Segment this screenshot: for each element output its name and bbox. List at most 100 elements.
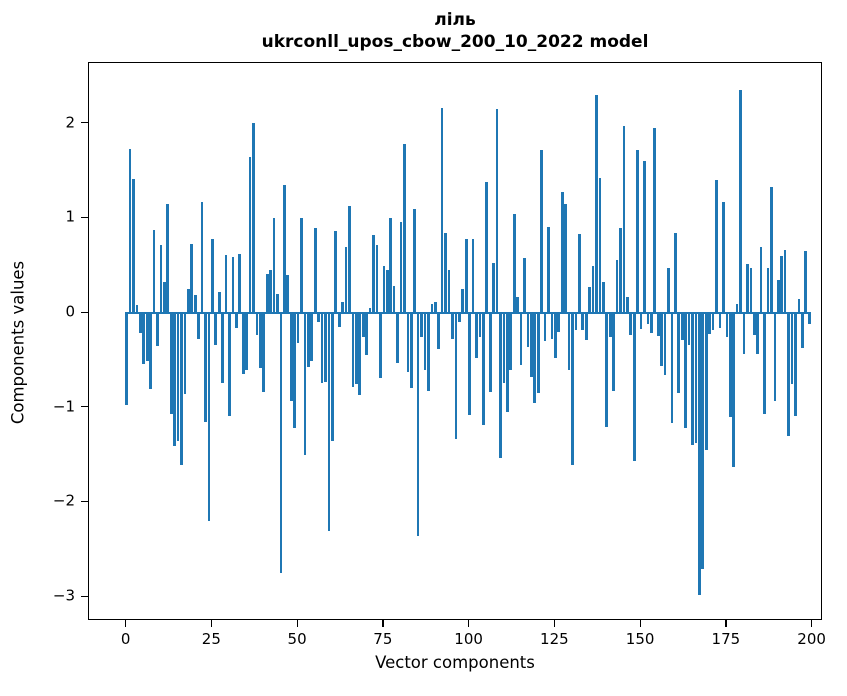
bar [663,313,667,375]
bar [468,313,471,416]
bar [279,313,283,574]
bar [265,274,269,313]
plot-area [88,62,822,620]
bar [543,313,547,342]
bar [722,202,725,313]
bar [180,313,183,465]
bar [492,262,495,313]
x-tick-mark [210,620,213,627]
bar [341,301,345,313]
x-tick-mark [382,620,384,627]
bar [361,313,365,337]
bar [159,244,163,313]
bar [169,313,173,415]
bar [749,268,753,313]
y-axis-label: Components values [8,260,28,425]
bar [344,246,348,313]
bar [478,313,482,337]
bar [406,313,410,372]
bar [698,313,701,596]
bar [245,313,248,370]
bar [337,313,341,328]
bar [499,313,502,458]
bar [307,313,310,367]
bar [639,313,643,330]
bar [138,313,142,333]
bar [756,313,760,354]
bar [670,313,674,423]
bar [389,218,393,313]
bar [794,313,797,417]
bar [190,243,194,313]
bar [451,313,454,339]
bar [650,313,653,333]
y-tick-mark [81,595,88,597]
bar [252,122,255,313]
bar [759,246,763,313]
bar [420,313,423,337]
x-tick-label: 50 [287,630,307,648]
x-tick-label: 175 [711,630,741,648]
bar [231,257,235,313]
y-tick-label: −2 [52,492,75,511]
bar [564,204,567,313]
bar [200,202,204,313]
bar [557,313,561,332]
bar [317,313,321,323]
bar [310,313,314,362]
bar [217,292,221,313]
bar [355,313,358,385]
y-tick-mark [81,406,88,408]
bar [427,313,430,391]
bar [320,313,324,384]
bar [235,313,238,329]
bar [142,313,146,365]
bar [125,313,128,405]
bar [704,313,708,451]
bar [711,313,715,331]
x-tick-mark [639,620,641,627]
bar [221,313,224,384]
bar [313,227,317,313]
x-tick-label: 125 [540,630,569,648]
x-tick-mark [811,620,813,627]
bar [193,295,197,313]
bar [776,279,780,313]
bar [790,313,794,385]
bar [186,289,190,313]
bar [687,313,691,346]
bar [238,254,242,313]
bar [396,313,399,364]
bar [581,313,585,331]
bar [457,313,461,323]
bar [694,313,698,443]
bar [437,313,441,349]
bar [578,234,581,313]
bar [255,313,259,335]
bar [276,294,279,313]
bar [128,149,132,313]
bar [763,313,766,415]
x-tick-mark [296,620,298,627]
x-tick-label: 100 [454,630,483,648]
x-tick-mark [468,620,470,627]
bar [742,313,746,354]
bar [519,313,523,366]
bar [509,313,513,370]
bar [622,126,626,313]
bar [488,313,492,392]
bar [156,313,159,347]
bar [403,144,406,313]
bar [783,249,787,313]
bar [598,177,602,313]
bar [259,313,262,368]
bar [145,313,149,362]
bar [324,313,327,383]
bar [571,313,574,465]
bar [725,313,729,337]
bar [433,301,437,313]
bar [547,226,550,313]
bar [416,313,420,536]
bar [646,313,650,325]
bar [495,109,499,313]
